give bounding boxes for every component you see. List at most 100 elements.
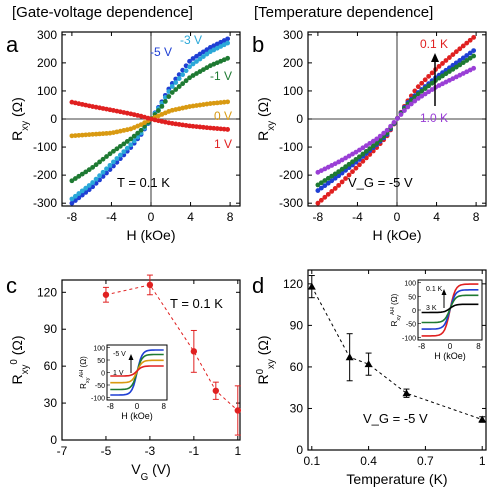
y-axis-label-rest: (Ω) bbox=[9, 97, 25, 121]
data-point bbox=[391, 119, 397, 125]
data-point bbox=[436, 75, 442, 81]
data-point bbox=[121, 141, 127, 147]
y-tick-label: 300 bbox=[283, 28, 303, 42]
data-point bbox=[187, 64, 192, 70]
data-point bbox=[370, 138, 376, 144]
series-2 bbox=[315, 53, 477, 188]
data-point bbox=[364, 360, 373, 368]
data-point bbox=[339, 179, 345, 185]
inset-arrow-top-label: -5 V bbox=[113, 351, 126, 358]
data-point bbox=[194, 53, 199, 59]
panel-letter-c: c bbox=[6, 273, 17, 298]
x-axis-label-base: Temperature bbox=[346, 471, 425, 487]
data-point bbox=[350, 169, 355, 175]
data-point bbox=[318, 180, 324, 186]
data-point bbox=[325, 175, 331, 181]
inset-x-axis-label-base: H bbox=[434, 351, 441, 361]
data-point bbox=[419, 93, 425, 99]
y-tick-label: 100 bbox=[37, 84, 57, 98]
inset-y-axis-label-base: R bbox=[79, 383, 88, 389]
data-point bbox=[343, 176, 348, 181]
data-point bbox=[114, 146, 120, 152]
inset-curve bbox=[421, 303, 479, 314]
data-point bbox=[360, 145, 366, 151]
data-point bbox=[117, 143, 123, 149]
data-point bbox=[121, 152, 127, 158]
y-axis-label-base: R bbox=[9, 131, 25, 141]
data-point bbox=[190, 348, 198, 355]
data-point bbox=[107, 162, 113, 168]
data-point bbox=[429, 80, 435, 86]
y-tick-label: 90 bbox=[290, 318, 304, 332]
y-axis-label-base: R bbox=[255, 131, 271, 141]
annotation: V_G = -5 V bbox=[348, 175, 413, 190]
data-point bbox=[318, 197, 324, 203]
x-tick-label: -4 bbox=[352, 210, 363, 224]
data-point bbox=[72, 193, 78, 199]
inset-y-tick-label: 0 bbox=[412, 308, 416, 315]
y-axis-label: Rxy (Ω) bbox=[255, 97, 277, 141]
data-point bbox=[79, 132, 85, 138]
inset-x-tick-label: -8 bbox=[418, 342, 426, 351]
data-point bbox=[450, 66, 456, 72]
inset-y-tick-label: -50 bbox=[406, 322, 416, 329]
data-point bbox=[388, 123, 393, 129]
y-tick-label: 0 bbox=[50, 112, 57, 126]
y-tick-label: 60 bbox=[44, 359, 58, 373]
data-point bbox=[197, 124, 203, 130]
data-point bbox=[201, 124, 206, 130]
panel-letter-d: d bbox=[252, 273, 264, 298]
data-point bbox=[156, 108, 161, 113]
x-axis-label-rest: (V) bbox=[148, 461, 171, 477]
data-point bbox=[467, 50, 473, 56]
inset-y-axis-label: RxyAH (Ω) bbox=[79, 356, 91, 389]
data-point bbox=[190, 56, 196, 61]
data-point bbox=[325, 191, 331, 197]
data-point bbox=[93, 176, 99, 182]
data-point bbox=[201, 49, 206, 55]
series-3 bbox=[315, 65, 477, 175]
data-point bbox=[464, 40, 470, 46]
x-axis-label: VG (V) bbox=[131, 461, 171, 483]
data-point bbox=[76, 173, 82, 179]
data-point bbox=[128, 142, 134, 148]
arrow-top-label: 0.1 K bbox=[420, 37, 448, 51]
data-point bbox=[325, 180, 331, 186]
data-point bbox=[464, 58, 470, 63]
plot-frame bbox=[307, 269, 487, 451]
series-label: 0 V bbox=[214, 109, 232, 123]
arrow-bottom-label: 1.0 K bbox=[420, 111, 448, 125]
data-point bbox=[190, 61, 196, 67]
data-point bbox=[183, 78, 189, 84]
data-point bbox=[440, 61, 445, 66]
data-point bbox=[415, 96, 421, 101]
data-point bbox=[345, 353, 354, 361]
x-tick-label: -8 bbox=[67, 210, 78, 224]
data-point bbox=[426, 73, 432, 79]
x-axis-label-rest: (kOe) bbox=[383, 227, 422, 243]
data-point bbox=[426, 83, 432, 89]
arrow-head bbox=[431, 53, 439, 62]
data-point bbox=[124, 139, 130, 144]
inset: -8 0 8 -100 -50 0 50 100 H (kOe) RxyAH (Ω) -5 V 1 V bbox=[79, 344, 168, 421]
data-point bbox=[360, 151, 366, 157]
data-point bbox=[90, 131, 96, 137]
data-point bbox=[104, 166, 109, 172]
inset-y-tick-label: 0 bbox=[101, 371, 105, 378]
x-axis-label-rest: (kOe) bbox=[137, 227, 176, 243]
panel-a: -8 -4 0 4 8 -300 -200 -100 0 100 200 300 H (kOe) Rxy … bbox=[9, 28, 241, 243]
x-tick-label: 0.1 bbox=[303, 454, 320, 468]
data-point bbox=[218, 100, 224, 105]
data-point bbox=[69, 196, 75, 202]
data-point bbox=[176, 72, 182, 77]
data-point bbox=[460, 43, 466, 49]
y-axis-label-sub: xy bbox=[20, 121, 31, 131]
data-point bbox=[408, 101, 414, 107]
inset-y-tick-label: 100 bbox=[93, 346, 105, 353]
inset-y-tick-label: -50 bbox=[95, 383, 105, 390]
data-point bbox=[114, 156, 120, 161]
header-left: [Gate-voltage dependence] bbox=[12, 4, 193, 21]
data-point bbox=[405, 104, 411, 110]
data-point bbox=[467, 55, 473, 61]
